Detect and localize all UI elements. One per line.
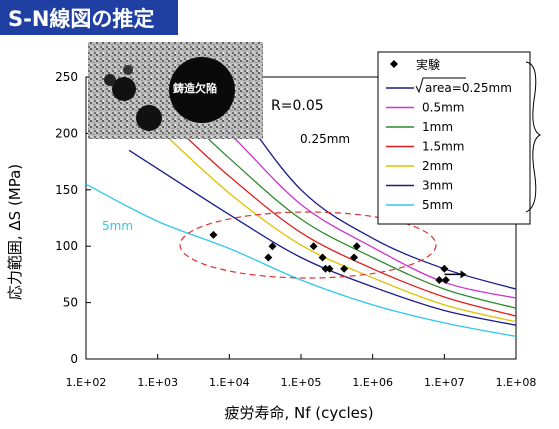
x-tick-label: 1.E+03 [137,376,178,389]
experiment-point [318,253,327,262]
legend-label: 0.5mm [422,101,464,115]
experiment-point [268,242,277,251]
defect-icon [123,65,133,75]
sn-curve-line [178,110,516,309]
runout-arrow-head [460,270,467,279]
legend-label: 2mm [422,159,453,173]
experiment-point [441,276,450,285]
legend-label: 1mm [422,120,453,134]
experiment-point [264,253,273,262]
legend-label: area=0.25mm [425,81,512,95]
experiment-point [350,253,359,262]
y-tick-label: 0 [70,352,78,366]
sqrt-icon [415,77,466,94]
sn-curve-line [169,121,516,317]
defect-icon [136,105,162,131]
x-axis-label: 疲労寿命, Nf (cycles) [224,404,373,422]
y-tick-label: 250 [55,70,78,84]
axis-ticks: 0 50 100 150 200 250 1.E+02 1.E+03 1.E+04 1.E+05 1… [55,70,536,389]
defect-icon [112,77,136,101]
x-tick-label: 1.E+06 [352,376,393,389]
y-axis-label: 応力範囲, ΔS (MPa) [6,164,24,300]
legend-label: 実験 [416,57,440,72]
legend: 実験 area=0.25mm 0.5mm 1mm 1.5mm 2mm 3mm 5mm [377,51,542,225]
defect-icon [104,74,116,86]
page-title: S-N線図の推定 [8,7,155,31]
experiment-point [325,264,334,273]
experiment-point [440,264,449,273]
curve-5mm-annotation: 5mm [102,219,133,233]
sn-curve-line [157,127,516,323]
ratio-annotation: R=0.05 [271,98,324,114]
defect-photo: 鋳造欠陥 [88,42,263,139]
experiment-point [209,230,218,239]
y-tick-label: 50 [63,296,78,310]
experiment-point [309,242,318,251]
photo-label: 鋳造欠陥 [172,81,217,95]
y-tick-label: 200 [55,126,78,140]
data-highlight-ellipse [179,211,437,279]
x-tick-label: 1.E+08 [496,376,537,389]
experiment-point [352,242,361,251]
experiment-points [209,230,467,285]
sn-curve-line [86,183,516,338]
experiment-point [340,264,349,273]
x-tick-label: 1.E+04 [209,376,250,389]
legend-label: 5mm [422,198,453,212]
experiment-point [435,276,444,285]
title-banner: S-N線図の推定 [0,0,178,35]
x-tick-label: 1.E+05 [281,376,322,389]
curve-025-annotation: 0.25mm [300,132,350,146]
y-tick-label: 150 [55,183,78,197]
x-tick-label: 1.E+02 [66,376,107,389]
x-tick-label: 1.E+07 [424,376,465,389]
y-tick-label: 100 [55,239,78,253]
large-defect-icon [169,57,235,123]
legend-label: 3mm [422,179,453,193]
legend-label: 1.5mm [422,140,464,154]
legend-marker-experiment [390,60,398,68]
